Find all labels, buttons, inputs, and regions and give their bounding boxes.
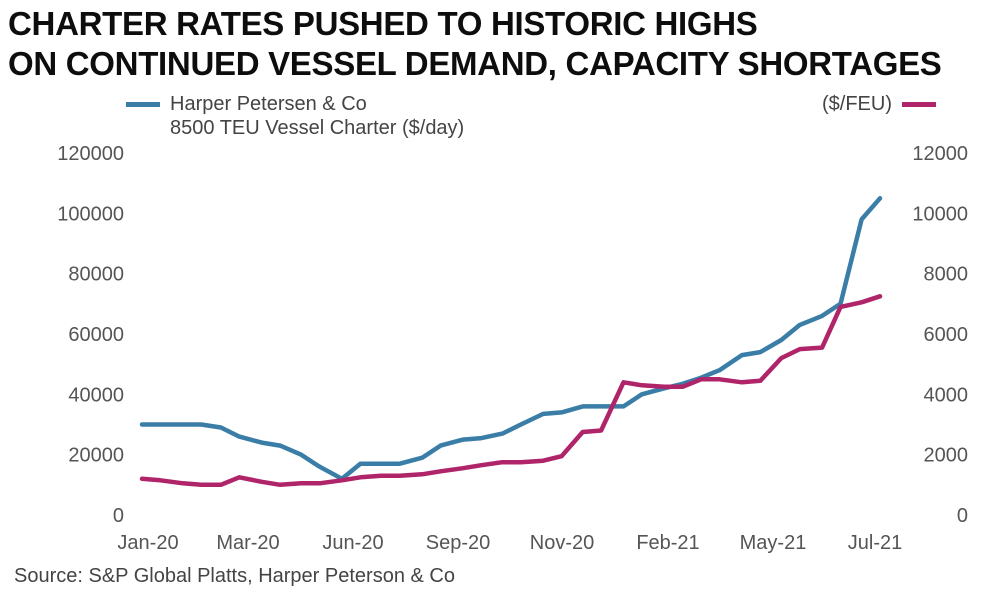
axis-layer: 0 20000 40000 60000 80000 100000 120000 0 2000 40…	[57, 143, 968, 554]
x-tick-label: Jun-20	[322, 532, 383, 554]
series-line-feu	[139, 294, 883, 488]
series-layer	[139, 196, 883, 488]
chart-title: CHARTER RATES PUSHED TO HISTORIC HIGHS O…	[8, 4, 993, 84]
x-tick-label: Nov-20	[530, 532, 594, 554]
x-tick-label: Jul-21	[848, 532, 902, 554]
y-right-tick-label: 6000	[924, 324, 969, 346]
series-line-charter-rate	[139, 196, 883, 482]
y-right-tick-label: 12000	[912, 143, 968, 165]
legend-left-line-2: 8500 TEU Vessel Charter ($/day)	[170, 117, 465, 139]
y-left-tick-label: 80000	[68, 264, 124, 286]
y-left-tick-label: 0	[113, 505, 124, 527]
y-left-tick-label: 40000	[68, 384, 124, 406]
x-tick-label: May-21	[740, 532, 807, 554]
legend-right-label: ($/FEU)	[822, 93, 892, 115]
chart-title-line-2: ON CONTINUED VESSEL DEMAND, CAPACITY SHO…	[8, 45, 942, 82]
x-tick-label: Feb-21	[636, 532, 699, 554]
legend-left: Harper Petersen & Co 8500 TEU Vessel Cha…	[126, 92, 464, 140]
legend-right: ($/FEU)	[822, 92, 936, 116]
y-left-tick-label: 60000	[68, 324, 124, 346]
y-left-tick-label: 100000	[57, 203, 124, 225]
y-left-tick-label: 120000	[57, 143, 124, 165]
y-left-tick-label: 20000	[68, 445, 124, 467]
y-right-tick-label: 4000	[924, 384, 969, 406]
legend-left-line-1: Harper Petersen & Co	[170, 93, 367, 115]
x-tick-label: Sep-20	[426, 532, 491, 554]
y-right-tick-label: 10000	[912, 203, 968, 225]
y-right-tick-label: 2000	[924, 445, 969, 467]
y-right-tick-label: 0	[957, 505, 968, 527]
x-tick-label: Mar-20	[216, 532, 279, 554]
legend-swatch-magenta	[902, 102, 936, 107]
y-right-tick-label: 8000	[924, 264, 969, 286]
source-note: Source: S&P Global Platts, Harper Peters…	[14, 565, 455, 587]
x-tick-label: Jan-20	[117, 532, 178, 554]
legend-swatch-blue	[126, 102, 160, 107]
chart-title-line-1: CHARTER RATES PUSHED TO HISTORIC HIGHS	[8, 5, 758, 42]
